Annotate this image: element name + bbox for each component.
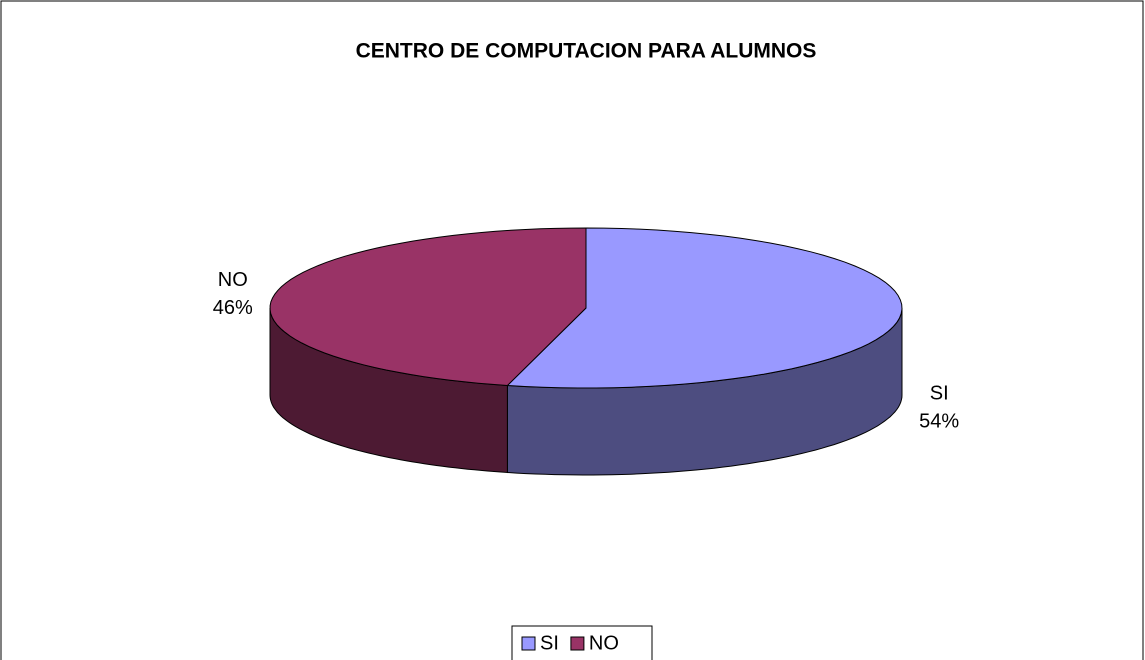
legend-label: NO (589, 632, 619, 654)
slice-value-label: 54% (919, 410, 959, 432)
slice-value-label: 46% (213, 297, 253, 319)
slice (269, 227, 587, 387)
legend-label: SI (540, 632, 559, 654)
legend-swatch (570, 636, 585, 651)
chart-title: CENTRO DE COMPUTACION PARA ALUMNOS (356, 40, 817, 63)
slice-label: SI (930, 382, 949, 404)
legend-swatch (521, 636, 536, 651)
slice-label: NO (218, 269, 248, 291)
slice (506, 227, 903, 389)
